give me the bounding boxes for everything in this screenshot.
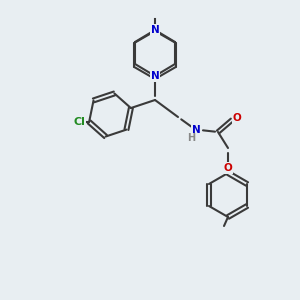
Text: N: N <box>151 25 159 35</box>
Text: N: N <box>151 71 159 81</box>
Text: O: O <box>224 163 232 173</box>
Text: Cl: Cl <box>73 117 85 127</box>
Text: N: N <box>192 125 200 135</box>
Text: O: O <box>232 113 242 123</box>
Text: H: H <box>187 133 195 143</box>
